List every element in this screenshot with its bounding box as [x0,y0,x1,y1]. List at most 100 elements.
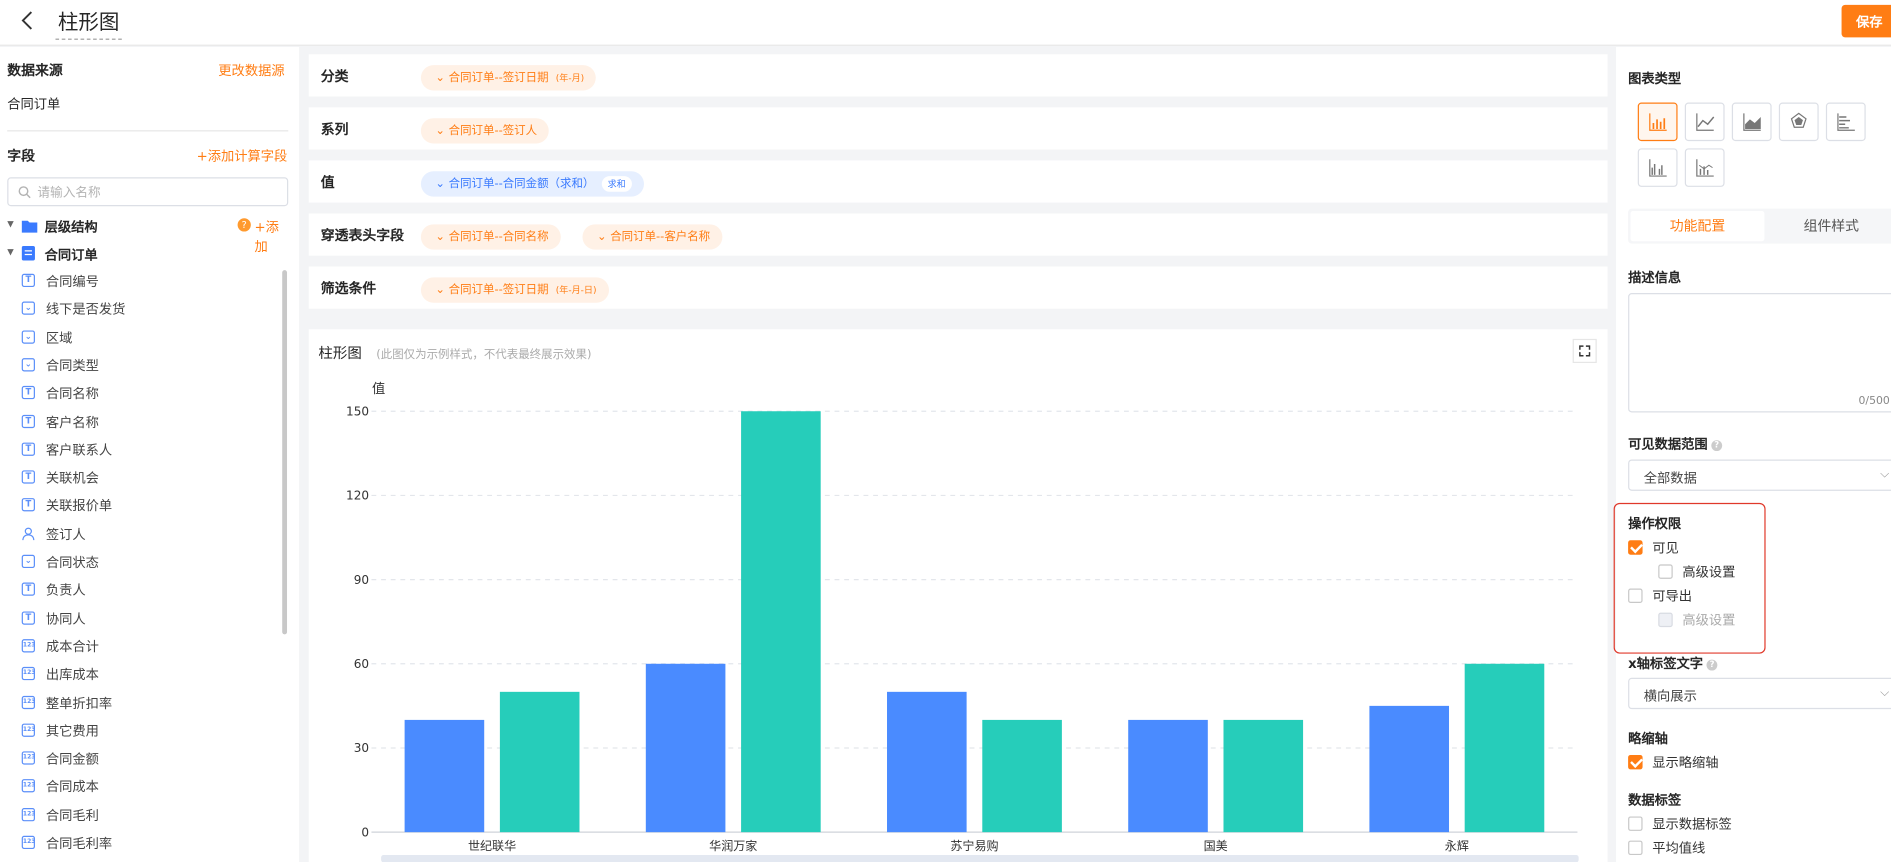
field-item[interactable]: T 协同人 [21,606,281,633]
number-icon: 123 [21,667,36,681]
drill-pill-2[interactable]: ⌄ 合同订单--客户名称 [582,224,723,250]
chart-type-horizontal-bar[interactable] [1825,102,1866,142]
chart-type-title: 图表类型 [1628,71,1682,87]
advanced-settings-checkbox[interactable] [1658,564,1673,579]
expand-caret-icon[interactable]: ▼ [7,219,14,230]
drill-header-label: 穿透表头字段 [320,226,405,244]
category-pill[interactable]: ⌄ 合同订单--签订日期 (年-月) [420,65,597,91]
field-item[interactable]: ⌄ 合同类型 [21,353,281,380]
back-arrow-icon[interactable] [17,10,41,32]
number-icon: 123 [21,751,36,765]
field-item[interactable]: T 合同名称 [21,381,281,408]
chart-type-radar[interactable] [1778,102,1819,142]
tree-node-table[interactable]: ▼ 合同订单 [0,241,289,268]
field-list-scrollbar[interactable] [282,270,288,635]
description-title: 描述信息 [1628,270,1682,286]
page-title[interactable]: 柱形图 [55,5,122,40]
table-icon [21,246,35,261]
bar [887,691,967,833]
category-pill-text: 合同订单--签订日期 [448,71,549,85]
tab-component-style[interactable]: 组件样式 [1803,217,1860,234]
series-pill[interactable]: ⌄ 合同订单--签订人 [420,118,550,144]
chart-type-bar[interactable] [1637,102,1678,142]
fullscreen-button[interactable] [1572,338,1597,364]
y-tick-label: 30 [354,741,369,755]
y-tick-label: 60 [354,657,369,671]
text-icon: T [21,610,35,625]
help-icon[interactable]: ? [237,218,251,232]
field-label: 合同类型 [45,358,99,374]
drill-pill-1[interactable]: ⌄ 合同订单--合同名称 [420,224,561,250]
field-label: 客户联系人 [45,442,113,459]
x-tick-label: 世纪联华 [468,838,516,853]
chevron-down-icon: ⌵ [1880,467,1890,482]
filter-label: 筛选条件 [320,279,377,297]
field-item[interactable]: 123 合同成本 [21,775,281,802]
description-textarea[interactable]: 0/500 [1628,293,1891,413]
field-item[interactable]: T 负责人 [21,578,281,605]
average-line-label: 平均值线 [1652,840,1706,857]
data-range-select[interactable]: 全部数据 ⌵ [1628,459,1891,491]
chart-type-grouped-bar[interactable] [1637,148,1678,187]
xaxis-label-select[interactable]: 横向展示 ⌵ [1628,677,1891,710]
add-hierarchy-link[interactable]: +添加 [254,219,279,255]
chart-type-bar-line[interactable] [1684,148,1725,187]
expand-icon [1579,345,1591,357]
left-panel: 数据来源 更改数据源 合同订单 字段 +添加计算字段 [0,47,300,862]
field-item[interactable]: ⌄ 合同状态 [21,550,281,577]
value-pill-text: 合同订单--合同金额（求和） [448,177,595,191]
expand-caret-icon[interactable]: ▼ [7,247,14,257]
permission-title: 操作权限 [1628,516,1682,532]
field-label: 区域 [45,329,73,346]
field-item[interactable]: 123 合同金额 [21,747,281,774]
user-icon [22,527,35,540]
show-thumbnail-axis-checkbox[interactable] [1628,754,1643,770]
field-item[interactable]: T 客户名称 [21,409,281,436]
field-item[interactable]: 123 合同毛利 [21,803,281,830]
data-range-title-text: 可见数据范围 [1628,436,1708,453]
chart-type-line[interactable] [1684,102,1725,142]
text-icon: T [21,442,35,456]
field-item[interactable]: ⌄ 线下是否发货 [21,297,281,324]
field-item[interactable]: 123 合同毛利率 [21,831,281,858]
x-tick-label: 永辉 [1445,839,1469,853]
field-item[interactable]: T 关联报价单 [21,494,281,521]
field-item[interactable]: 签订人 [22,522,281,549]
number-icon: 123 [21,723,36,737]
help-icon[interactable]: ? [1711,440,1723,452]
help-icon[interactable]: ? [1706,659,1718,671]
field-item[interactable]: ⌄ 区域 [21,325,281,352]
add-calc-field-link[interactable]: +添加计算字段 [196,148,288,165]
visible-checkbox[interactable] [1628,540,1643,555]
value-pill-tag: 求和 [601,176,632,192]
field-item[interactable]: 123 出库成本 [21,662,281,689]
exportable-checkbox[interactable] [1628,588,1643,603]
field-item[interactable]: T 客户联系人 [21,438,281,465]
save-button[interactable]: 保存 [1841,4,1891,38]
field-label: 负责人 [45,582,86,599]
highlight-box [1613,502,1766,654]
y-axis-label: 值 [372,381,385,397]
number-icon: 123 [21,639,36,653]
tree-node-hierarchy[interactable]: ▼ 层级结构 ? +添加 [0,213,289,254]
change-datasource-link[interactable]: 更改数据源 [218,62,285,79]
value-pill[interactable]: ⌄ 合同订单--合同金额（求和） 求和 [420,171,644,197]
field-search-input[interactable]: 请输入名称 [7,177,289,207]
chart-type-area[interactable] [1731,102,1772,142]
field-label: 整单折扣率 [45,695,113,711]
x-tick-label: 华润万家 [709,838,757,853]
average-line-checkbox[interactable] [1628,840,1643,856]
field-item[interactable]: 123 其它费用 [21,719,281,746]
number-icon: 123 [21,695,36,709]
field-label: 协同人 [45,610,86,627]
field-label: 签订人 [45,526,86,543]
bar [1128,719,1208,833]
show-data-label-checkbox[interactable] [1628,816,1643,831]
field-item[interactable]: 123 成本合计 [21,634,281,661]
field-item[interactable]: T 合同编号 [21,269,281,296]
bar [982,719,1062,833]
field-item[interactable]: 123 整单折扣率 [21,690,281,717]
field-item[interactable]: T 关联机会 [21,466,281,493]
filter-pill[interactable]: ⌄ 合同订单--签订日期 (年-月-日) [420,277,609,303]
tab-function-config[interactable]: 功能配置 [1630,211,1765,242]
